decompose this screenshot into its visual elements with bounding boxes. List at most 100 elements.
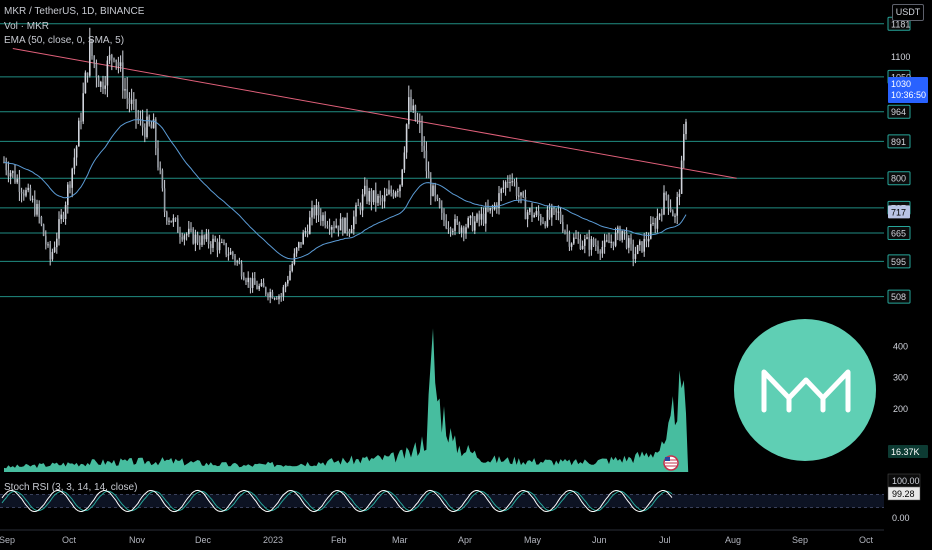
candle-body: [155, 119, 157, 149]
candle-body: [106, 60, 109, 86]
candle-body: [683, 134, 685, 161]
candle-body: [399, 185, 401, 192]
candle-body: [447, 227, 450, 229]
candle-body: [97, 77, 100, 87]
candle-body: [115, 59, 117, 62]
candle-body: [333, 227, 335, 229]
candle-body: [234, 255, 236, 262]
candle-body: [610, 241, 612, 243]
candle-body: [665, 192, 667, 196]
candle-body: [34, 198, 36, 215]
candle-body: [370, 191, 373, 203]
candle-body: [238, 261, 241, 264]
candle-body: [379, 195, 381, 198]
candle-body: [555, 208, 557, 213]
candle-body: [361, 194, 364, 211]
candle-body: [680, 160, 683, 194]
volume-axis-label: 200: [893, 404, 908, 414]
candle-body: [267, 293, 269, 298]
candle-body: [350, 229, 353, 234]
candle-body: [192, 228, 194, 244]
candle-body: [27, 187, 29, 191]
candle-body: [221, 242, 223, 244]
candle-body: [641, 241, 643, 252]
candle-body: [185, 234, 188, 236]
symbol-title[interactable]: MKR / TetherUS, 1D, BINANCE: [4, 6, 145, 17]
stoch-rsi-label[interactable]: Stoch RSI (3, 3, 14, 14, close): [4, 482, 138, 493]
candle-body: [36, 203, 38, 215]
candle-body: [584, 238, 586, 246]
candle-body: [487, 207, 489, 211]
candle-body: [562, 222, 564, 232]
candle-body: [135, 99, 137, 118]
candle-body: [251, 278, 254, 288]
candle-body: [53, 247, 56, 252]
candle-body: [289, 270, 291, 280]
candle-body: [190, 228, 192, 230]
candle-body: [357, 205, 359, 207]
candle-body: [144, 127, 146, 137]
candle-body: [223, 242, 225, 244]
candle-body: [518, 195, 520, 197]
candle-body: [29, 187, 32, 200]
candle-body: [117, 61, 120, 67]
candle-body: [227, 254, 230, 256]
candle-body: [181, 237, 183, 240]
candle-body: [225, 243, 227, 255]
candle-body: [546, 209, 549, 227]
candle-body: [258, 285, 260, 290]
candle-body: [403, 152, 406, 170]
candle-body: [669, 207, 672, 212]
candle-body: [625, 232, 628, 248]
candle-body: [58, 219, 60, 239]
candle-body: [16, 179, 18, 183]
candle-body: [491, 207, 494, 210]
candle-body: [606, 240, 608, 242]
rsi-d-line: [1, 490, 673, 512]
candle-body: [368, 191, 370, 202]
candle-body: [423, 145, 425, 151]
ema-indicator-label[interactable]: EMA (50, close, 0, SMA, 5): [4, 35, 125, 46]
candle-body: [500, 188, 502, 194]
x-axis-label: May: [524, 535, 542, 545]
candle-body: [80, 120, 82, 122]
candle-body: [201, 235, 203, 245]
candle-body: [337, 225, 340, 231]
candle-body: [214, 238, 216, 242]
candle-body: [247, 277, 249, 283]
candle-body: [174, 218, 177, 220]
candle-body: [49, 244, 51, 260]
candle-body: [60, 214, 62, 220]
candle-body: [394, 192, 397, 197]
candle-body: [410, 97, 412, 111]
candle-body: [601, 246, 604, 254]
candle-body: [207, 233, 210, 245]
candle-body: [179, 232, 181, 238]
x-axis-label: Mar: [392, 535, 408, 545]
candle-body: [265, 287, 267, 294]
x-axis-label: Oct: [62, 535, 77, 545]
candle-body: [232, 252, 234, 256]
candle-body: [328, 226, 331, 230]
volume-axis-label: 300: [893, 373, 908, 383]
candle-body: [599, 251, 601, 254]
volume-indicator-label[interactable]: Vol · MKR: [4, 21, 50, 32]
candle-body: [95, 63, 98, 78]
candle-body: [476, 214, 478, 222]
candle-body: [460, 227, 463, 233]
flag-canton: [665, 457, 670, 461]
candle-body: [150, 124, 153, 129]
candle-body: [12, 171, 14, 173]
candle-body: [515, 182, 518, 196]
candle-body: [498, 193, 500, 209]
candle-body: [551, 208, 553, 218]
candle-body: [383, 195, 386, 202]
candle-body: [25, 190, 27, 196]
candle-body: [408, 97, 410, 125]
candle-body: [42, 224, 45, 236]
candle-body: [355, 205, 357, 217]
currency-badge[interactable]: USDT: [892, 4, 924, 21]
candle-body: [269, 291, 271, 298]
candle-body: [309, 217, 311, 234]
